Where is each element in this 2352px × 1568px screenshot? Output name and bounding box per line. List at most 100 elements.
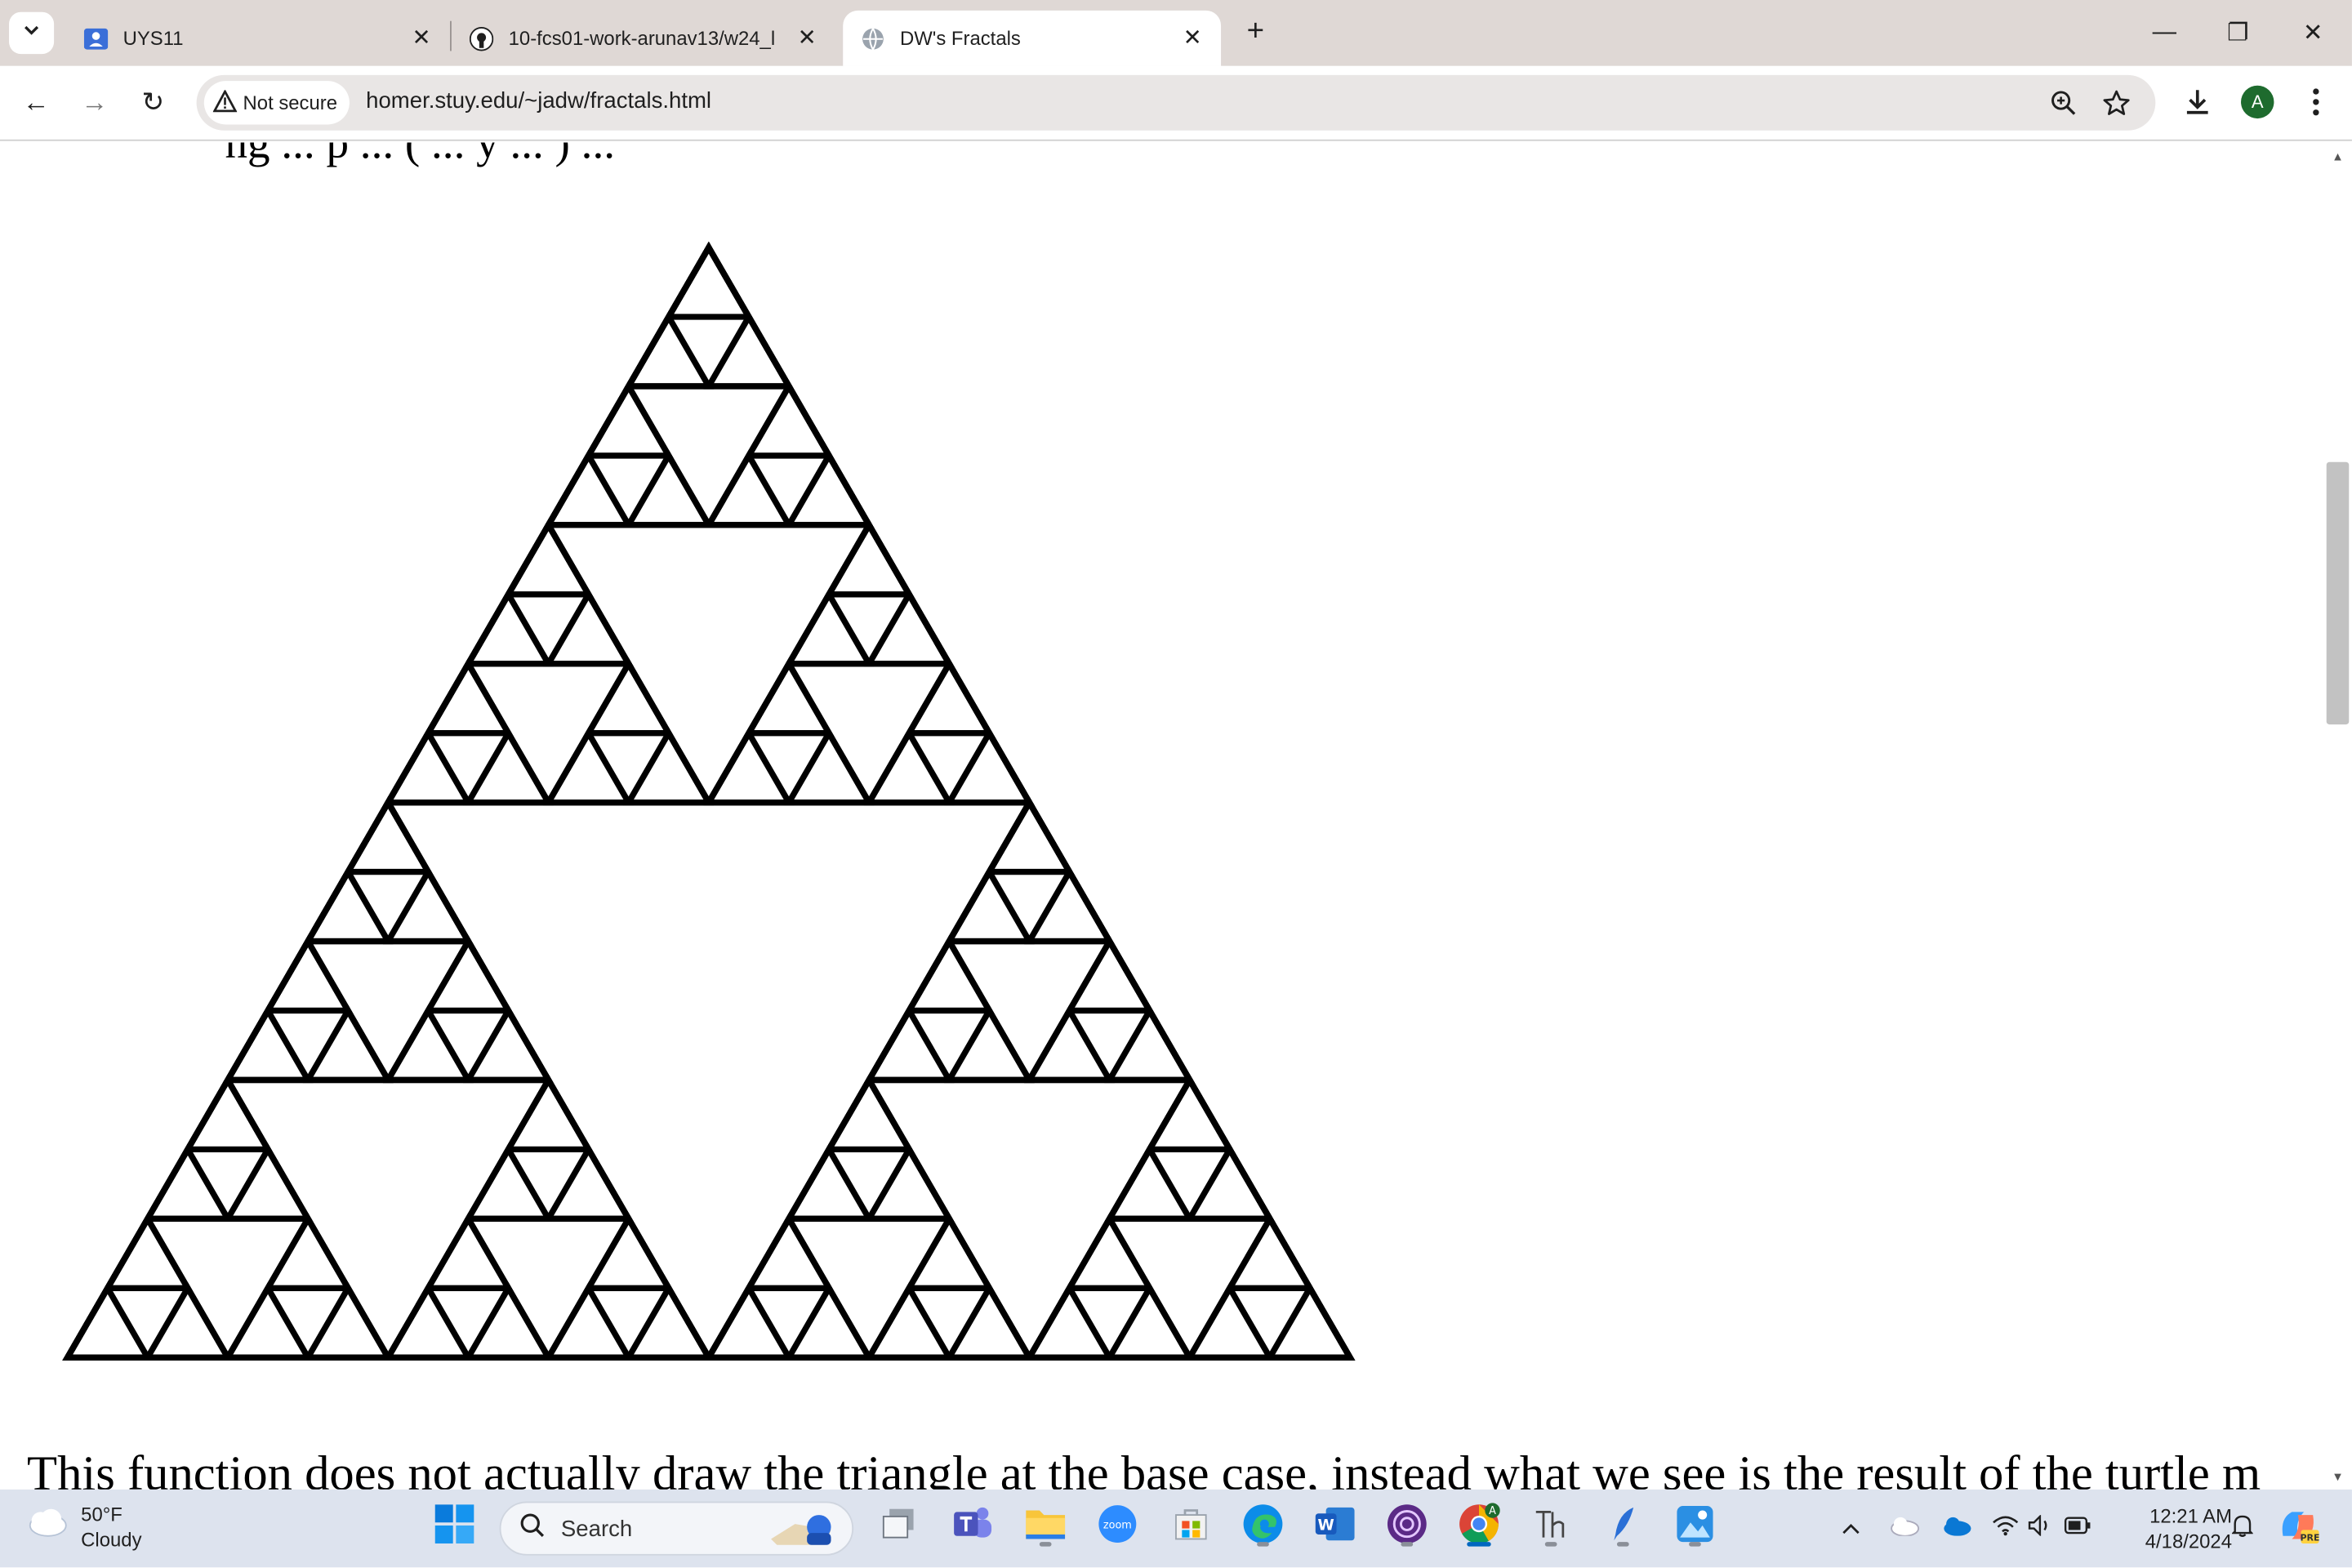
fractal-triangle-61 [102,1212,194,1291]
weather-desc: Cloudy [81,1528,142,1552]
minimize-button[interactable]: — [2152,19,2177,46]
photos-app[interactable] [1671,1503,1719,1551]
zoom-icon[interactable] [2046,86,2082,122]
restore-button[interactable]: ❐ [2227,20,2249,47]
fractal-triangle-48 [262,935,354,1014]
onedrive-personal-tray[interactable] [1884,1509,1923,1548]
fractal-triangle-110 [1144,1074,1236,1153]
folder-icon [1024,1505,1066,1548]
fractal-triangle-67 [302,1281,394,1361]
copilot-button[interactable]: PRE [2274,1509,2322,1548]
fractal-triangle-12 [743,380,835,459]
start-button[interactable] [430,1503,479,1551]
microsoft-store-app[interactable] [1167,1503,1215,1551]
fractal-triangle-70 [503,1074,594,1153]
profile-avatar[interactable]: A [2241,85,2274,119]
fractal-triangle-72 [543,1143,635,1222]
search-highlight-icon [765,1509,844,1559]
taskbar-search-box[interactable]: Search [499,1501,854,1559]
fractal-triangle-58 [142,1143,234,1222]
url-text[interactable]: homer.stuy.edu/~jadw/fractals.html [366,88,712,114]
forward-button[interactable]: → [81,86,109,117]
svg-text:zoom: zoom [1103,1519,1132,1531]
chrome-app[interactable]: A [1455,1502,1503,1551]
windows-taskbar: 50°F Cloudy Search [0,1489,2352,1568]
fractal-triangle-105 [903,1212,995,1291]
edge-app[interactable] [1239,1503,1287,1551]
notifications-button[interactable] [2226,1509,2259,1548]
weather-widget[interactable]: 50°F Cloudy [24,1502,142,1552]
fractal-triangle-93 [1024,1004,1115,1084]
fractal-triangle-120 [1264,1281,1356,1361]
zoom-app[interactable]: zoom [1094,1503,1142,1551]
fractal-triangle-45 [302,866,394,945]
close-tab-icon[interactable]: ✕ [1183,25,1202,51]
tab-github[interactable]: 10-fcs01-work-arunav13/w24_l ✕ [452,11,835,66]
fractal-triangle-118 [1224,1212,1316,1291]
fractal-triangle-50 [302,1004,394,1084]
volume-icon [2028,1513,2051,1543]
sierpinski-triangle-figure [62,241,1356,1361]
fractal-triangle-114 [1064,1212,1156,1291]
close-window-button[interactable]: ✕ [2302,20,2323,47]
fractal-triangle-63 [142,1281,234,1361]
new-tab-button[interactable]: + [1246,14,1265,47]
github-icon [469,26,494,51]
globe-icon [861,26,884,51]
fractal-triangle-36 [783,727,875,806]
address-bar[interactable]: Not secure homer.stuy.edu/~jadw/fractals… [196,74,2156,131]
tab-dw-fractals[interactable]: DW's Fractals ✕ [843,10,1222,66]
fractal-triangle-21 [422,657,514,737]
zoom-app-icon: zoom [1098,1503,1137,1550]
scroll-down-arrow-icon[interactable]: ▼ [2332,1469,2344,1483]
fractal-triangle-75 [382,1281,474,1361]
teams-app[interactable] [948,1503,996,1551]
fractal-triangle-89 [863,1004,955,1084]
fractal-triangle-19 [543,588,635,667]
page-scrollbar[interactable]: ▲ ▼ [2323,142,2352,1490]
fractal-triangle-54 [463,1004,554,1084]
tab-uys11[interactable]: UYS11 ✕ [66,11,450,66]
fractal-triangle-103 [783,1281,875,1361]
warning-icon [212,88,238,116]
reload-button[interactable]: ↻ [141,86,165,117]
fractal-triangle-26 [543,727,635,806]
menu-kebab-icon[interactable] [2296,82,2336,122]
pen-app[interactable] [1599,1503,1647,1551]
taskbar-clock[interactable]: 12:21 AM 4/18/2024 [2103,1503,2232,1553]
running-indicator [1467,1542,1491,1547]
word-app[interactable]: W [1311,1503,1359,1551]
task-view-button[interactable] [875,1503,923,1551]
quick-settings-button[interactable] [1990,1509,2092,1548]
fractal-triangle-71 [463,1143,554,1222]
fractal-triangle-31 [783,588,875,667]
back-button[interactable]: ← [22,86,50,117]
font-app[interactable] [1527,1503,1575,1551]
tab-search-button[interactable] [9,11,55,55]
fractal-triangle-14 [783,449,875,528]
close-tab-icon[interactable]: ✕ [412,25,431,51]
svg-text:PRE: PRE [2300,1531,2319,1542]
cloud-white-icon [1887,1514,1920,1543]
close-tab-icon[interactable]: ✕ [797,25,817,51]
task-view-icon [880,1507,916,1548]
windows-logo-icon [434,1503,474,1550]
scroll-up-arrow-icon[interactable]: ▲ [2332,149,2344,163]
fractal-triangle-39 [863,727,955,806]
store-icon [1171,1503,1210,1550]
fractal-triangle-23 [463,727,554,806]
show-hidden-icons-button[interactable] [1836,1509,1866,1548]
purple-app[interactable] [1383,1503,1431,1551]
download-icon[interactable] [2178,82,2217,122]
fractal-triangle-27 [623,727,715,806]
bookmark-star-icon[interactable] [2099,86,2135,122]
site-info-chip[interactable]: Not secure [203,81,350,125]
target-app-icon [1386,1502,1428,1552]
file-explorer-app[interactable] [1022,1503,1070,1551]
edge-icon [1242,1502,1284,1552]
onedrive-tray[interactable] [1936,1509,1976,1548]
fractal-triangle-8 [583,380,675,459]
scroll-thumb[interactable] [2326,461,2350,725]
fractal-triangle-9 [543,449,635,528]
fractal-triangle-86 [1024,866,1115,945]
